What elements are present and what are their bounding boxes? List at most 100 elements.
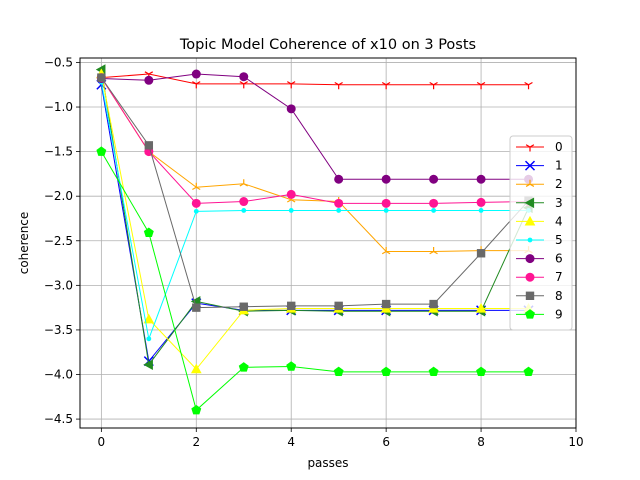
data-point	[286, 189, 296, 199]
x-axis-title: passes	[307, 456, 348, 470]
data-point	[523, 366, 534, 377]
series-9	[96, 146, 534, 415]
y-tick-label: −3.0	[44, 278, 73, 292]
data-point	[381, 198, 391, 208]
data-point	[143, 313, 155, 324]
data-point	[191, 69, 201, 79]
data-point	[429, 198, 439, 208]
data-point	[239, 81, 248, 89]
y-tick-label: −0.5	[44, 55, 73, 69]
legend-label: 7	[555, 270, 563, 284]
data-point	[239, 179, 248, 187]
legend-marker	[524, 215, 536, 226]
legend-label: 1	[555, 159, 563, 173]
legend-entry: 4	[516, 214, 563, 228]
data-point	[288, 208, 294, 213]
legend-marker	[525, 179, 535, 187]
data-point	[475, 303, 487, 313]
data-point	[476, 366, 487, 377]
legend: 0 1 2 3 4 5 6 7 8 9	[509, 135, 573, 331]
series-line-9	[100, 151, 529, 412]
series-line-8	[100, 77, 529, 309]
legend-entry: 6	[516, 252, 563, 266]
data-point	[429, 246, 438, 255]
data-point	[381, 174, 391, 184]
data-point	[334, 301, 343, 311]
legend-label: 0	[555, 140, 563, 154]
legend-marker	[524, 160, 536, 171]
legend-entry: 1	[516, 159, 563, 173]
legend-label: 4	[555, 214, 563, 228]
data-point	[239, 302, 248, 311]
series-line-3	[100, 69, 529, 366]
legend-label: 9	[555, 307, 563, 321]
legend-entry: 0	[516, 140, 563, 154]
data-point	[333, 366, 344, 377]
data-point	[146, 336, 152, 342]
grid	[80, 58, 577, 428]
legend-entry: 2	[516, 177, 563, 191]
x-tick-label: 4	[287, 435, 295, 449]
legend-label: 3	[555, 196, 563, 210]
legend-label: 6	[555, 252, 563, 266]
x-tick-label: 6	[382, 435, 390, 449]
data-point	[143, 227, 154, 237]
data-point	[476, 249, 486, 258]
data-point	[334, 198, 344, 208]
data-point	[286, 361, 297, 371]
data-point	[143, 359, 153, 371]
legend-marker	[525, 309, 535, 319]
data-point	[96, 146, 107, 156]
legend-marker	[527, 237, 533, 243]
legend-entry: 7	[516, 270, 563, 284]
data-point	[190, 363, 202, 374]
axis-ticks: 0 2 4 6 8 10−0.5−1.0−1.5−2.0−2.5−3.0−3.5−4.0−…	[44, 55, 584, 449]
data-point	[334, 174, 344, 184]
data-point	[239, 72, 249, 82]
y-tick-label: −2.5	[44, 234, 73, 248]
data-point	[381, 366, 392, 377]
legend-entry: 8	[516, 289, 563, 303]
chart-title: Topic Model Coherence of x10 on 3 Posts	[179, 37, 476, 53]
series-line-2	[100, 77, 529, 252]
data-point	[381, 81, 391, 90]
y-tick-label: −1.5	[44, 145, 73, 159]
data-point	[381, 299, 391, 309]
series-5	[98, 79, 531, 342]
legend-marker	[525, 254, 535, 264]
data-point	[287, 301, 296, 311]
x-tick-label: 8	[477, 435, 485, 449]
series-line-0	[101, 73, 529, 86]
legend-entry: 3	[516, 196, 563, 210]
legend-label: 2	[555, 177, 563, 191]
data-point	[191, 404, 202, 415]
series-line-5	[100, 81, 529, 341]
data-point	[97, 73, 106, 82]
x-tick-label: 10	[568, 435, 583, 449]
series-line-7	[100, 77, 529, 204]
data-point	[383, 208, 389, 213]
y-tick-label: −4.0	[44, 368, 73, 382]
data-point	[239, 197, 249, 207]
data-point	[286, 104, 296, 114]
x-tick-label: 0	[98, 435, 106, 449]
legend-label: 8	[555, 289, 563, 303]
series-line-6	[101, 73, 529, 180]
legend-marker	[524, 197, 535, 209]
data-point	[381, 246, 391, 255]
data-point	[191, 198, 201, 208]
data-point	[193, 208, 199, 214]
data-point	[144, 141, 154, 150]
data-point	[478, 208, 484, 213]
y-axis-title: coherence	[17, 212, 31, 275]
data-point	[192, 303, 201, 312]
series-8	[97, 73, 533, 312]
y-tick-label: −2.0	[44, 189, 73, 203]
data-point	[192, 182, 201, 191]
data-point	[144, 75, 154, 85]
data-point	[192, 81, 201, 89]
plot-frame	[79, 57, 577, 429]
data-point	[336, 208, 342, 213]
